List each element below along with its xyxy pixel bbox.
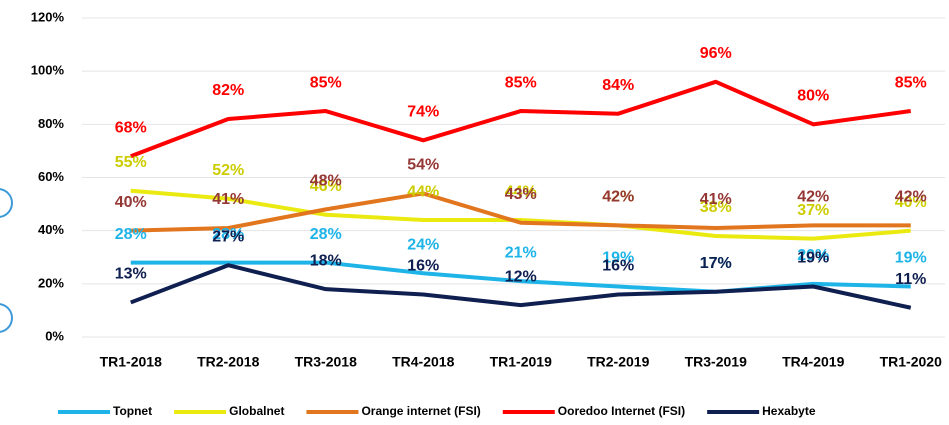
data-label: 19% [797, 250, 829, 267]
data-label: 44% [407, 183, 439, 200]
data-label: 38% [700, 199, 732, 216]
data-label: 21% [505, 244, 537, 261]
x-tick-label: TR2-2018 [197, 354, 259, 370]
data-label: 42% [602, 189, 634, 206]
y-tick-label: 80% [38, 116, 64, 131]
data-label: 41% [700, 191, 732, 208]
data-label: 46% [310, 178, 342, 195]
x-tick-label: TR3-2019 [685, 354, 747, 370]
y-tick-label: 20% [38, 275, 64, 290]
data-label: 41% [212, 191, 244, 208]
series-line [130, 188, 911, 241]
data-label: 52% [212, 162, 244, 179]
data-label: 54% [407, 157, 439, 174]
data-label: 11% [895, 271, 926, 288]
data-label: 43% [505, 186, 537, 203]
x-tick-label: TR1-2019 [490, 354, 552, 370]
y-tick-label: 0% [45, 328, 64, 343]
data-label: 27% [212, 228, 244, 245]
legend-label: Orange internet (FSI) [361, 404, 480, 418]
data-label: 80% [797, 88, 829, 105]
data-label: 48% [310, 173, 342, 190]
data-label: 18% [310, 252, 342, 269]
legend-label: Ooredoo Internet (FSI) [558, 404, 685, 418]
legend-label: Globalnet [229, 404, 284, 418]
data-label: 40% [115, 194, 147, 211]
data-label: 82% [212, 82, 244, 99]
series-line [130, 191, 911, 233]
x-tick-label: TR2-2019 [587, 354, 649, 370]
data-label: 55% [115, 154, 147, 171]
data-label: 24% [407, 236, 439, 253]
x-tick-label: TR3-2018 [295, 354, 357, 370]
data-label: 42% [797, 189, 829, 206]
data-label: 40% [895, 194, 927, 211]
data-label: 85% [895, 74, 927, 91]
series-line [130, 263, 912, 310]
x-tick-label: TR4-2018 [392, 354, 454, 370]
data-label: 37% [797, 202, 829, 219]
data-label: 19% [602, 250, 634, 267]
data-label: 85% [505, 74, 537, 91]
data-label: 42% [602, 189, 634, 206]
y-tick-label: 120% [31, 9, 65, 24]
decoration [0, 188, 13, 218]
data-label: 19% [895, 250, 927, 267]
data-label: 68% [115, 119, 147, 136]
data-label: 42% [895, 189, 927, 206]
data-label: 96% [700, 45, 732, 62]
y-tick-label: 100% [31, 63, 65, 78]
data-label: 85% [310, 74, 342, 91]
legend-label: Hexabyte [762, 404, 816, 418]
data-label: 16% [407, 258, 439, 275]
series-line [130, 79, 912, 159]
y-tick-label: 40% [38, 222, 64, 237]
data-label: 17% [700, 255, 732, 272]
x-tick-label: TR1-2020 [880, 354, 942, 370]
y-tick-label: 60% [38, 169, 64, 184]
data-label: 28% [115, 226, 147, 243]
decoration [0, 303, 13, 333]
data-label: 20% [797, 247, 829, 264]
x-tick-label: TR4-2019 [782, 354, 844, 370]
data-label: 12% [505, 268, 537, 285]
data-label: 17% [700, 255, 732, 272]
legend-label: Topnet [113, 404, 152, 418]
data-label: 28% [212, 226, 244, 243]
data-label: 44% [505, 183, 537, 200]
data-label: 16% [602, 258, 634, 275]
data-label: 84% [602, 77, 634, 94]
data-label: 28% [310, 226, 342, 243]
data-label: 74% [407, 104, 439, 121]
data-label: 13% [115, 266, 147, 283]
x-tick-label: TR1-2018 [100, 354, 162, 370]
